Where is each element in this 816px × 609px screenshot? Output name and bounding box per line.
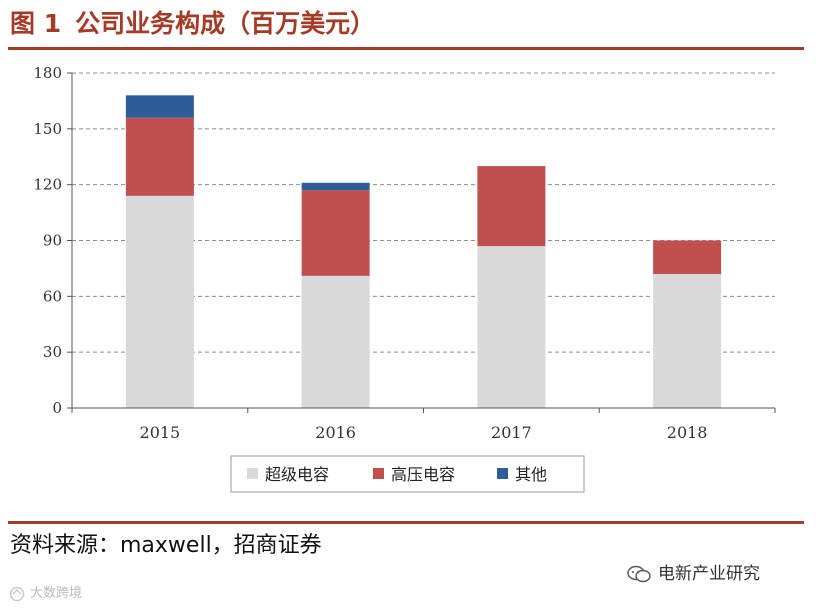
legend-label: 超级电容 (265, 465, 329, 484)
x-tick-label: 2018 (667, 423, 708, 442)
bar-segment (125, 195, 194, 408)
x-tick-labels: 2015 2016 2017 2018 (140, 423, 708, 442)
legend-swatch (247, 468, 258, 479)
logo-icon (9, 586, 25, 601)
y-tick-label: 60 (43, 287, 62, 305)
watermark: 电新产业研究 (626, 562, 760, 586)
source-rule (8, 521, 804, 524)
x-tick-label: 2015 (140, 423, 181, 442)
legend-box (230, 455, 585, 493)
corner-watermark: 大数跨境 (8, 584, 82, 604)
y-tick-label: 180 (33, 64, 62, 82)
axes (67, 72, 776, 413)
y-tick-labels: 0 30 60 90 120 150 180 (33, 64, 62, 417)
legend-label: 其他 (515, 465, 547, 484)
y-tick-label: 120 (33, 176, 62, 194)
legend-swatch (497, 468, 508, 479)
legend-swatch (373, 468, 384, 479)
bar-segment (301, 182, 370, 191)
bar-segment (125, 117, 194, 196)
wechat-icon (627, 565, 651, 583)
y-tick-label: 0 (52, 399, 62, 417)
x-tick-label: 2016 (315, 423, 356, 442)
bar-segment (653, 274, 722, 408)
legend: 超级电容 高压电容 其他 (230, 455, 585, 493)
y-tick-label: 90 (43, 232, 62, 250)
bars (125, 95, 722, 408)
source-note: 资料来源：maxwell，招商证券 (10, 533, 322, 558)
title-rule (8, 47, 804, 50)
grid-lines (72, 72, 775, 353)
figure-label: 图 1 (10, 9, 62, 38)
bar-segment (125, 95, 194, 118)
y-tick-label: 30 (43, 343, 62, 361)
corner-mark-text: 大数跨境 (30, 586, 83, 601)
legend-label: 高压电容 (391, 465, 455, 484)
bar-segment (477, 166, 546, 247)
watermark-text: 电新产业研究 (658, 564, 760, 584)
x-tick-label: 2017 (491, 423, 532, 442)
bar-segment (301, 190, 370, 276)
y-tick-label: 150 (33, 120, 62, 138)
bar-segment (477, 246, 546, 408)
figure-title-text: 公司业务构成（百万美元） (75, 9, 376, 38)
bar-segment (653, 240, 722, 274)
bar-segment (301, 275, 370, 408)
figure-title: 图 1 公司业务构成（百万美元） (10, 6, 375, 42)
